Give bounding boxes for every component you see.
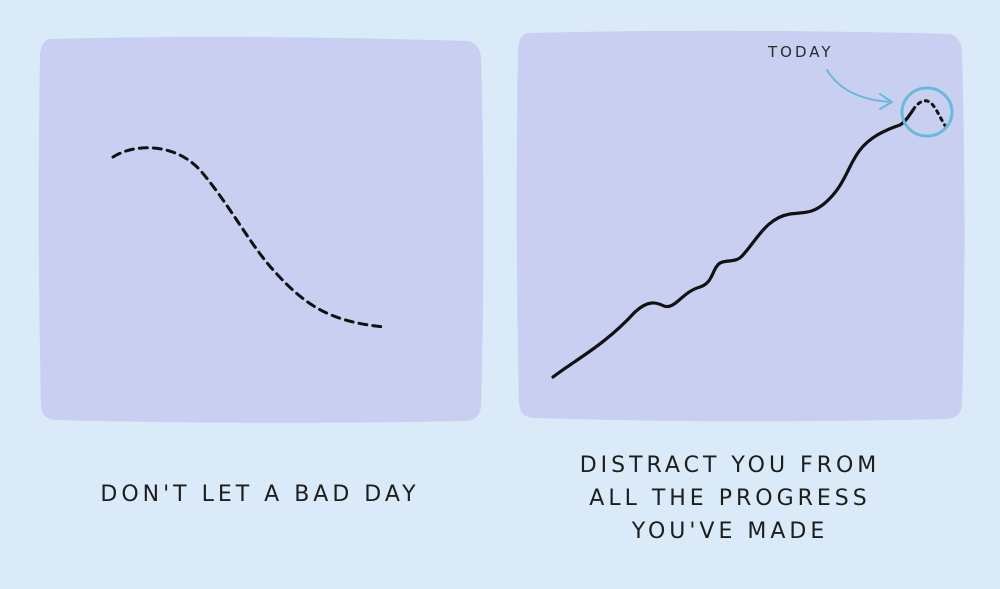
today-arrow	[826, 69, 892, 103]
right-panel	[516, 30, 965, 422]
today-highlight-circle	[900, 86, 954, 138]
today-label: TODAY	[767, 43, 834, 61]
right-caption-line-1: DISTRACT YOU FROM	[579, 453, 881, 478]
left-caption: DON'T LET A BAD DAY	[40, 478, 480, 511]
left-panel	[38, 36, 484, 423]
bad-day-curve	[111, 146, 387, 329]
right-caption-line-2: ALL THE PROGRESS	[589, 486, 871, 511]
right-caption-line-3: YOU'VE MADE	[631, 519, 829, 544]
today-dotted-segment	[911, 99, 948, 129]
right-caption: DISTRACT YOU FROM ALL THE PROGRESS YOU'V…	[510, 449, 950, 548]
today-arrow-head	[879, 93, 893, 110]
left-caption-text: DON'T LET A BAD DAY	[100, 482, 420, 507]
progress-line	[551, 108, 915, 379]
